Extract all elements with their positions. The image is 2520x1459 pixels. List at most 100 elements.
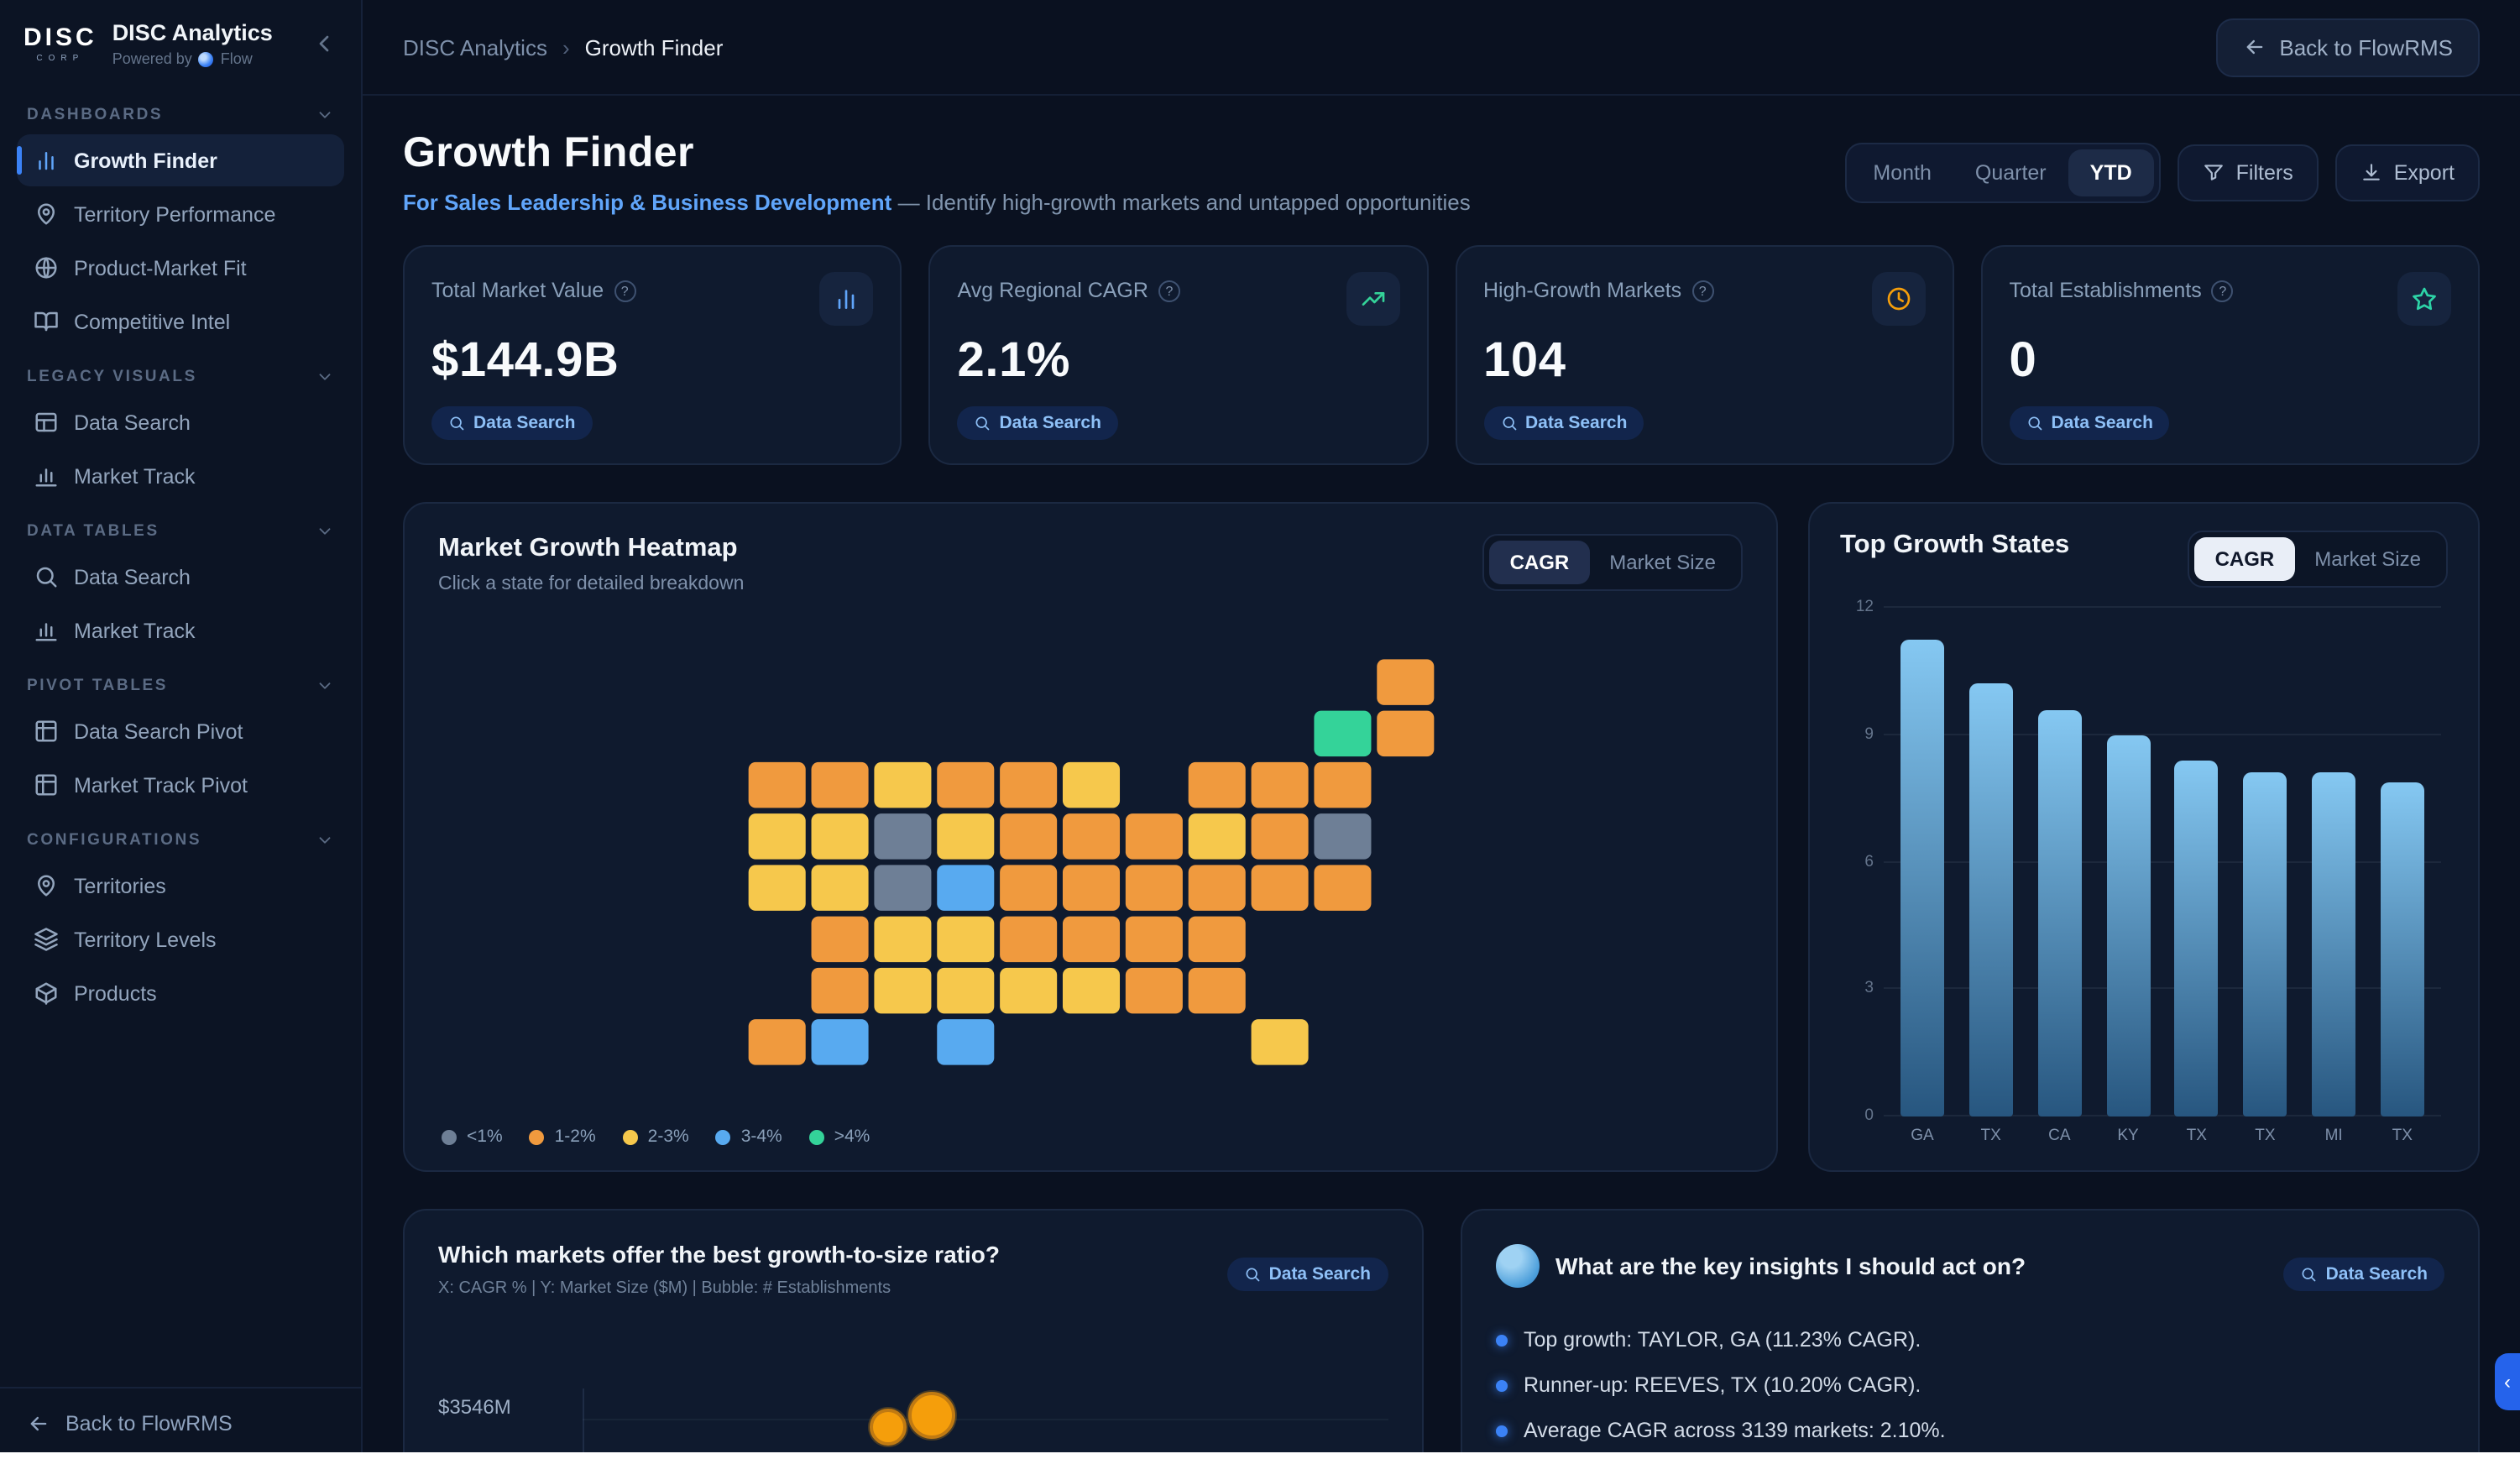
- sidebar-item-product-market-fit[interactable]: Product-Market Fit: [17, 242, 344, 294]
- state-AR[interactable]: [999, 916, 1057, 963]
- state-MI[interactable]: [1061, 761, 1120, 808]
- scatter-bubble-1[interactable]: [907, 1392, 955, 1439]
- time-range-month[interactable]: Month: [1851, 149, 1953, 196]
- state-TX[interactable]: [936, 1019, 994, 1065]
- state-ND[interactable]: [873, 761, 931, 808]
- state-NH[interactable]: [1376, 710, 1434, 757]
- state-CO[interactable]: [873, 916, 931, 963]
- state-WI[interactable]: [999, 761, 1057, 808]
- breadcrumb-root[interactable]: DISC Analytics: [403, 34, 547, 60]
- state-UT[interactable]: [810, 916, 868, 963]
- sidebar-item-data-search[interactable]: Data Search: [17, 551, 344, 603]
- audience-link[interactable]: For Sales Leadership & Business Developm…: [403, 190, 892, 215]
- state-IL[interactable]: [999, 813, 1057, 860]
- state-LA[interactable]: [999, 967, 1057, 1014]
- help-icon[interactable]: ?: [1158, 280, 1180, 301]
- sidebar-item-products[interactable]: Products: [17, 967, 344, 1019]
- state-WA[interactable]: [747, 761, 805, 808]
- state-GA[interactable]: [1187, 967, 1245, 1014]
- state-MT[interactable]: [810, 761, 868, 808]
- state-MO[interactable]: [999, 865, 1057, 911]
- state-WV[interactable]: [1124, 865, 1182, 911]
- state-WY[interactable]: [873, 865, 931, 911]
- state-DE[interactable]: [1313, 865, 1371, 911]
- state-NE[interactable]: [936, 865, 994, 911]
- state-NJ[interactable]: [1250, 813, 1308, 860]
- state-SC[interactable]: [1187, 916, 1245, 963]
- state-OK[interactable]: [936, 967, 994, 1014]
- toggle-cagr[interactable]: CAGR: [2194, 537, 2295, 581]
- state-FL[interactable]: [1250, 1019, 1308, 1065]
- state-CA[interactable]: [747, 865, 805, 911]
- bar-mi-6[interactable]: [2312, 772, 2356, 1116]
- state-HI[interactable]: [810, 1019, 868, 1065]
- sidebar-item-competitive-intel[interactable]: Competitive Intel: [17, 295, 344, 348]
- sidebar-item-market-track[interactable]: Market Track: [17, 450, 344, 502]
- sidebar-collapse-button[interactable]: [311, 30, 337, 57]
- state-NY[interactable]: [1187, 761, 1245, 808]
- state-NV[interactable]: [810, 865, 868, 911]
- data-search-badge[interactable]: Data Search: [2283, 1258, 2444, 1291]
- section-header-configurations[interactable]: CONFIGURATIONS: [17, 813, 344, 858]
- section-header-pivot-tables[interactable]: PIVOT TABLES: [17, 658, 344, 703]
- state-ME[interactable]: [1376, 659, 1434, 705]
- state-AZ[interactable]: [810, 967, 868, 1014]
- toggle-cagr[interactable]: CAGR: [1489, 541, 1590, 584]
- bar-ca-2[interactable]: [2037, 709, 2082, 1116]
- right-panel-toggle[interactable]: ‹: [2495, 1353, 2520, 1410]
- state-VA[interactable]: [1187, 865, 1245, 911]
- section-header-data-tables[interactable]: DATA TABLES: [17, 504, 344, 549]
- state-ID[interactable]: [810, 813, 868, 860]
- data-search-badge[interactable]: Data Search: [431, 406, 593, 440]
- bar-ga-0[interactable]: [1900, 640, 1944, 1116]
- data-search-badge[interactable]: Data Search: [1226, 1258, 1388, 1291]
- export-button[interactable]: Export: [2334, 144, 2480, 201]
- sidebar-back-to-flowrms[interactable]: Back to FlowRMS: [0, 1387, 361, 1459]
- help-icon[interactable]: ?: [2211, 280, 2234, 301]
- time-range-ytd[interactable]: YTD: [2068, 149, 2154, 196]
- state-IN[interactable]: [1061, 813, 1120, 860]
- bar-tx-4[interactable]: [2174, 760, 2219, 1116]
- filters-button[interactable]: Filters: [2177, 144, 2319, 201]
- sidebar-item-data-search-pivot[interactable]: Data Search Pivot: [17, 705, 344, 757]
- sidebar-item-growth-finder[interactable]: Growth Finder: [17, 134, 344, 186]
- data-search-badge[interactable]: Data Search: [1483, 406, 1644, 440]
- state-KS[interactable]: [936, 916, 994, 963]
- state-KY[interactable]: [1061, 865, 1120, 911]
- state-MS[interactable]: [1061, 967, 1120, 1014]
- state-MA[interactable]: [1250, 761, 1308, 808]
- state-TN[interactable]: [1061, 916, 1120, 963]
- bar-tx-1[interactable]: [1968, 683, 2013, 1116]
- time-range-quarter[interactable]: Quarter: [1953, 149, 2068, 196]
- state-AK[interactable]: [747, 1019, 805, 1065]
- scatter-bubble-0[interactable]: [870, 1409, 907, 1446]
- state-OR[interactable]: [747, 813, 805, 860]
- sidebar-item-territory-performance[interactable]: Territory Performance: [17, 188, 344, 240]
- state-NM[interactable]: [873, 967, 931, 1014]
- bar-ky-3[interactable]: [2106, 735, 2151, 1116]
- state-AL[interactable]: [1124, 967, 1182, 1014]
- state-MD[interactable]: [1250, 865, 1308, 911]
- toggle-market-size[interactable]: Market Size: [1589, 541, 1736, 584]
- bar-tx-7[interactable]: [2380, 782, 2424, 1116]
- state-SD[interactable]: [873, 813, 931, 860]
- sidebar-item-data-search[interactable]: Data Search: [17, 396, 344, 448]
- state-CT[interactable]: [1313, 813, 1371, 860]
- state-OH[interactable]: [1124, 813, 1182, 860]
- help-icon[interactable]: ?: [1691, 280, 1714, 301]
- toggle-market-size[interactable]: Market Size: [2294, 537, 2441, 581]
- section-header-legacy-visuals[interactable]: LEGACY VISUALS: [17, 349, 344, 395]
- data-search-badge[interactable]: Data Search: [2009, 406, 2170, 440]
- sidebar-item-territory-levels[interactable]: Territory Levels: [17, 913, 344, 965]
- state-IA[interactable]: [936, 813, 994, 860]
- help-icon[interactable]: ?: [614, 280, 636, 301]
- state-VT[interactable]: [1313, 710, 1371, 757]
- sidebar-item-territories[interactable]: Territories: [17, 860, 344, 912]
- state-PA[interactable]: [1187, 813, 1245, 860]
- state-RI[interactable]: [1313, 761, 1371, 808]
- state-MN[interactable]: [936, 761, 994, 808]
- sidebar-item-market-track[interactable]: Market Track: [17, 604, 344, 656]
- back-to-flowrms-button[interactable]: Back to FlowRMS: [2215, 18, 2480, 76]
- data-search-badge[interactable]: Data Search: [957, 406, 1118, 440]
- sidebar-item-market-track-pivot[interactable]: Market Track Pivot: [17, 759, 344, 811]
